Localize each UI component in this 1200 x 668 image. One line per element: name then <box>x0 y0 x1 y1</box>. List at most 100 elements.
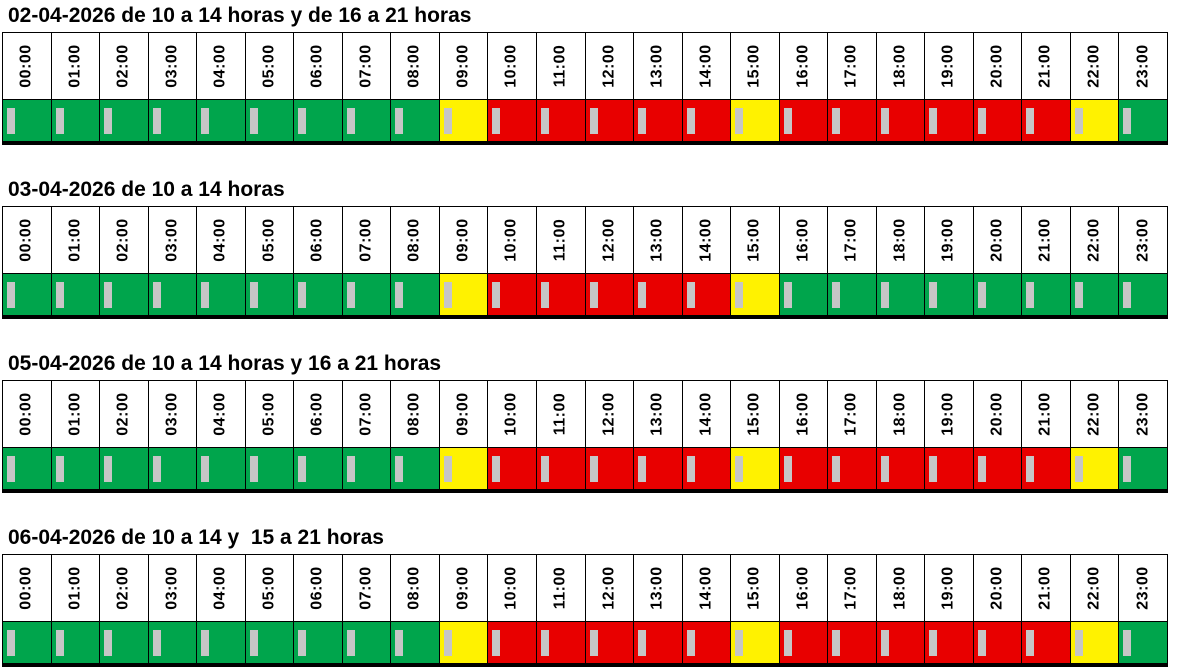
hour-status-cell-green <box>100 100 148 141</box>
hour-header-cell: 00:00 <box>3 555 51 621</box>
cell-tick-marker <box>395 281 404 308</box>
hour-header-cell: 12:00 <box>585 33 634 99</box>
hour-label: 11:00 <box>551 218 569 262</box>
hour-label: 00:00 <box>17 392 35 436</box>
hour-label: 14:00 <box>697 44 715 88</box>
hour-label: 17:00 <box>842 392 860 436</box>
cell-tick-marker <box>929 455 938 482</box>
hour-header-cell: 22:00 <box>1070 555 1119 621</box>
hour-status-cell-green <box>342 448 391 489</box>
cell-tick-marker <box>7 455 15 482</box>
hour-header-cell: 22:00 <box>1070 33 1119 99</box>
hour-status-cell-red <box>585 100 634 141</box>
cell-tick-marker <box>201 455 210 482</box>
hour-status-cell-green <box>197 100 245 141</box>
hour-status-cell-green <box>1119 274 1167 315</box>
hour-label: 16:00 <box>794 566 812 610</box>
hour-header-cell: 06:00 <box>294 381 342 447</box>
cell-tick-marker <box>589 629 598 656</box>
hour-status-cell-green <box>1119 448 1167 489</box>
cell-tick-marker <box>832 281 841 308</box>
cell-tick-marker <box>929 107 938 134</box>
cell-tick-marker <box>977 629 986 656</box>
hour-header-cell: 07:00 <box>342 207 391 273</box>
hour-label: 01:00 <box>66 566 84 610</box>
cell-tick-marker <box>55 107 64 134</box>
hour-header-cell: 01:00 <box>51 555 100 621</box>
hour-status-cell-red <box>585 622 634 663</box>
chart-title: 03-04-2026 de 10 a 14 horas <box>8 178 285 201</box>
hour-status-cell-green <box>148 274 197 315</box>
hour-status-cell-red <box>973 448 1022 489</box>
hour-status-cell-green <box>391 100 439 141</box>
hour-header-cell: 20:00 <box>973 33 1022 99</box>
hour-label: 18:00 <box>891 392 909 436</box>
hour-status-cell-green <box>148 448 197 489</box>
cell-tick-marker <box>152 629 161 656</box>
cell-tick-marker <box>880 629 889 656</box>
cell-tick-marker <box>1123 629 1132 656</box>
hour-header-cell: 14:00 <box>682 381 731 447</box>
hour-status-cell-red <box>925 100 973 141</box>
cell-tick-marker <box>832 629 841 656</box>
hour-status-cell-yellow <box>731 100 779 141</box>
cell-tick-marker <box>735 107 744 134</box>
hour-label: 01:00 <box>66 44 84 88</box>
hour-header-cell: 00:00 <box>3 207 51 273</box>
hour-status-cell-red <box>973 622 1022 663</box>
cell-tick-marker <box>152 281 161 308</box>
hour-status-cell-red <box>585 274 634 315</box>
hour-label: 10:00 <box>503 392 521 436</box>
hour-label: 03:00 <box>163 392 181 436</box>
hour-header-cell: 22:00 <box>1070 381 1119 447</box>
hour-status-cell-red <box>634 622 682 663</box>
hour-label: 18:00 <box>891 44 909 88</box>
hour-status-cell-yellow <box>439 622 488 663</box>
hour-header-cell: 02:00 <box>100 207 148 273</box>
cell-tick-marker <box>880 281 889 308</box>
schedule-chart: 03-04-2026 de 10 a 14 horas 00:00 01:00 02… <box>2 176 1200 319</box>
hour-header-cell: 12:00 <box>585 555 634 621</box>
cell-tick-marker <box>540 629 549 656</box>
hour-status-cell-red <box>536 622 585 663</box>
hour-status-cell-green <box>197 448 245 489</box>
hour-header-cell: 02:00 <box>100 381 148 447</box>
hour-status-cell-green <box>51 100 100 141</box>
hour-label: 20:00 <box>988 44 1006 88</box>
hour-status-cell-red <box>1022 100 1070 141</box>
cell-tick-marker <box>686 281 695 308</box>
hour-header-cell: 02:00 <box>100 555 148 621</box>
cell-tick-marker <box>104 629 113 656</box>
hour-status-cell-yellow <box>1070 100 1119 141</box>
hour-status-cell-green <box>973 274 1022 315</box>
hour-label: 11:00 <box>551 44 569 88</box>
hour-label: 21:00 <box>1037 392 1055 436</box>
hour-status-cell-green <box>3 274 51 315</box>
hour-header-cell: 19:00 <box>925 381 973 447</box>
hour-header-cell: 11:00 <box>536 33 585 99</box>
hour-status-cell-red <box>1022 622 1070 663</box>
hour-header-cell: 21:00 <box>1022 207 1070 273</box>
hour-status-cell-red <box>828 622 876 663</box>
hour-header-cell: 16:00 <box>779 555 828 621</box>
hour-header-cell: 14:00 <box>682 555 731 621</box>
hour-label: 04:00 <box>211 392 229 436</box>
hour-header-cell: 12:00 <box>585 381 634 447</box>
hour-status-cell-red <box>876 448 925 489</box>
cell-tick-marker <box>152 455 161 482</box>
hour-status-cell-red <box>682 448 731 489</box>
cell-tick-marker <box>55 455 64 482</box>
cell-tick-marker <box>735 455 744 482</box>
hour-status-cell-yellow <box>439 448 488 489</box>
hour-status-cell-green <box>294 100 342 141</box>
hour-label: 13:00 <box>648 392 666 436</box>
cell-tick-marker <box>589 281 598 308</box>
cell-tick-marker <box>880 455 889 482</box>
cell-tick-marker <box>1123 281 1132 308</box>
hour-label: 10:00 <box>503 218 521 262</box>
hour-header-cell: 20:00 <box>973 207 1022 273</box>
hour-header-cell: 04:00 <box>197 555 245 621</box>
hour-status-cell-green <box>294 622 342 663</box>
hour-header-cell: 20:00 <box>973 381 1022 447</box>
hour-label: 12:00 <box>600 392 618 436</box>
